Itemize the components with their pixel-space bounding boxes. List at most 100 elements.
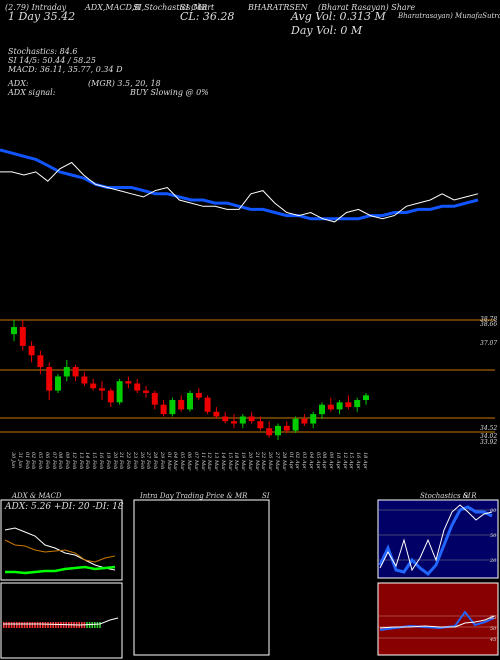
ma-slow-line [0, 161, 479, 223]
macd-histogram-bar [91, 622, 93, 628]
candle-body [46, 367, 53, 391]
macd-histogram-bar [8, 622, 10, 628]
macd-value: MACD: 36.11, 35.77, 0.34 D [8, 65, 123, 74]
candle-body [151, 392, 158, 405]
macd-panel [0, 582, 123, 659]
intraday-panel [133, 499, 270, 656]
candle-body [283, 425, 290, 431]
header-adx-macd: ADX,MACD,B [85, 3, 141, 12]
stoch-level-20: 20 [490, 558, 497, 564]
candle-body [19, 327, 26, 346]
macd-histogram-bar [42, 622, 44, 628]
header-intraday: (2.79) Intraday [5, 3, 67, 12]
macd-histogram-bar [99, 622, 101, 628]
macd-histogram-bar [31, 622, 34, 628]
macd-histogram-bar [34, 622, 36, 628]
si-value: SI 14/5: 50.44 / 58.25 [8, 56, 96, 65]
candle-body [239, 416, 246, 424]
adx-signal-label: ADX signal: [8, 88, 56, 97]
macd-histogram-bar [49, 622, 52, 628]
stoch-si-label: SI [463, 492, 471, 500]
candle-body [11, 327, 17, 335]
candle-body [37, 355, 44, 368]
candle-body [354, 400, 361, 408]
si-level-55: 55 [490, 615, 497, 621]
candle-body [222, 416, 229, 422]
day-volume: Day Vol: 0 M [291, 24, 363, 37]
candle-body [327, 404, 334, 410]
candle-body [275, 425, 281, 436]
candle-body [116, 381, 123, 403]
minus-di-line [5, 565, 116, 575]
macd-histogram-bar [21, 622, 23, 628]
macd-histogram-bar [55, 622, 57, 628]
stoch-panel-title: Stochastics & R [420, 492, 477, 500]
candle-body [143, 390, 149, 393]
candle-body [257, 421, 264, 429]
main-chart [0, 148, 495, 440]
intraday-si-label: SI [262, 492, 270, 500]
candle-body [248, 416, 255, 422]
candle-body [99, 388, 105, 391]
candle-body [195, 392, 202, 398]
candle-body [72, 367, 79, 377]
macd-histogram-bar [23, 622, 26, 628]
candle-body [160, 404, 167, 415]
price-level-low-a: 34.52 [480, 425, 498, 432]
si-panel [377, 582, 499, 656]
macd-histogram-bar [16, 622, 18, 628]
macd-histogram-bar [3, 622, 5, 628]
candle-body [204, 397, 211, 412]
candle-body [134, 383, 141, 391]
candle-body [213, 411, 220, 417]
header-si-chart: SI Chart [180, 3, 215, 12]
price-level-low-c: 33.92 [480, 439, 498, 446]
adx-label: ADX: [8, 79, 29, 88]
candle-body [125, 381, 132, 384]
candle-body [292, 418, 299, 431]
macd-histogram-bar [57, 622, 60, 628]
macd-histogram-bar [26, 622, 28, 628]
si-level-45: 45 [490, 637, 497, 643]
macd-histogram-bar [36, 622, 39, 628]
macd-histogram-bar [5, 622, 8, 628]
stochastics-value: Stochastics: 84.6 [8, 47, 78, 56]
plus-di-line [4, 539, 116, 563]
stochastic-d-line [379, 504, 493, 572]
macd-histogram-bar [13, 622, 15, 628]
candle-body [187, 392, 193, 410]
stoch-level-50: 50 [490, 533, 497, 539]
macd-histogram-bar [10, 622, 13, 628]
macd-histogram-bar [29, 622, 31, 628]
candle-body [28, 345, 35, 356]
buy-signal: BUY Slowing @ 0% [130, 88, 209, 97]
adx-readout: ADX: 5.26 +DI: 20 -DI: 18 [5, 502, 124, 512]
macd-histogram-bar [39, 622, 41, 628]
candle-body [319, 404, 325, 415]
header-ticker: BHARATRSEN [248, 3, 308, 12]
macd-histogram-bar [96, 622, 99, 628]
macd-histogram-bar [18, 622, 21, 628]
macd-line [3, 617, 119, 626]
candle-body [301, 418, 308, 424]
day-label: 1 Day 35.42 [8, 10, 76, 23]
candle-body [231, 421, 237, 424]
macd-histogram-bar [52, 622, 54, 628]
candle-body [107, 390, 114, 403]
header-site: Bharatrasayan) MunafaSutra.com [398, 12, 500, 20]
candle-body [90, 383, 97, 389]
candle-body [336, 402, 343, 410]
price-level-top-a: 38.78 [480, 316, 498, 323]
candle-body [55, 376, 61, 391]
candle-body [178, 400, 185, 410]
header-share: (Bharat Rasayan) Share [318, 3, 416, 12]
macd-histogram-bar [94, 622, 96, 628]
candle-body [63, 367, 70, 377]
macd-histogram-bar [44, 622, 47, 628]
candle-body [345, 402, 352, 408]
candle-body [363, 395, 369, 400]
price-level-top-b: 38.66 [480, 321, 498, 328]
close-label: CL: 36.28 [180, 10, 235, 23]
si-level-50: 50 [490, 626, 497, 632]
